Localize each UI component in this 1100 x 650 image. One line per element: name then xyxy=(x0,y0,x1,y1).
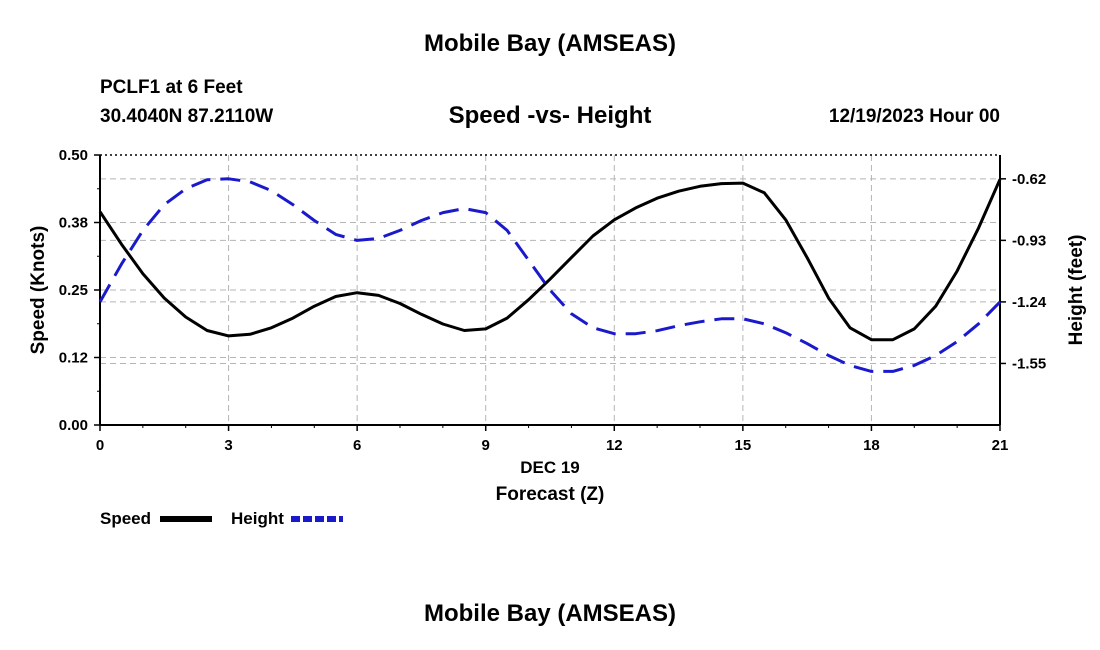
station-label: PCLF1 at 6 Feet xyxy=(100,77,243,98)
x-tick-label: 0 xyxy=(96,437,104,454)
page-title: Mobile Bay (AMSEAS) xyxy=(423,30,677,57)
x-tick-label: 6 xyxy=(353,437,361,454)
station-coordinates: 30.4040N 87.2110W xyxy=(100,106,274,127)
chart-title: Speed -vs- Height xyxy=(448,102,652,129)
y-right-tick-label: -0.93 xyxy=(1012,232,1046,249)
x-axis-label: Forecast (Z) xyxy=(496,484,605,505)
series-line-height xyxy=(98,177,1002,373)
y-right-tick-label: -1.24 xyxy=(1012,294,1047,311)
series-line-speed xyxy=(98,178,1002,342)
x-tick-label: 12 xyxy=(606,437,623,454)
x-tick-label: 9 xyxy=(482,437,490,454)
x-tick-label: 21 xyxy=(992,437,1009,454)
forecast-datetime: 12/19/2023 Hour 00 xyxy=(828,106,1000,127)
y-left-tick-label: 0.38 xyxy=(59,215,88,232)
y-right-tick-label: -1.55 xyxy=(1012,355,1046,372)
legend-height-label: Height xyxy=(231,509,284,528)
y-left-tick-label: 0.25 xyxy=(59,282,88,299)
x-tick-label: 18 xyxy=(863,437,880,454)
x-tick-label: 15 xyxy=(735,437,752,454)
speed-height-chart: 0 3 6 9 12 15 18 21 0.00 0.12 0.25 0.38 0.50 -1.55 -1.… xyxy=(28,147,1087,505)
legend-speed-swatch xyxy=(160,516,212,522)
legend-speed-label: Speed xyxy=(100,509,152,528)
y-left-axis-label: Speed (Knots) xyxy=(28,226,49,355)
y-left-tick-label: 0.12 xyxy=(59,350,88,367)
y-left-tick-label: 0.50 xyxy=(59,147,88,164)
y-right-tick-label: -0.62 xyxy=(1012,171,1046,188)
x-tick-label: 3 xyxy=(224,437,232,454)
y-right-axis-label: Height (feet) xyxy=(1066,235,1087,346)
y-left-tick-label: 0.00 xyxy=(59,417,88,434)
legend-height-swatch xyxy=(291,516,343,522)
footer-title: Mobile Bay (AMSEAS) xyxy=(423,600,677,627)
x-axis-date-label: DEC 19 xyxy=(520,458,580,477)
